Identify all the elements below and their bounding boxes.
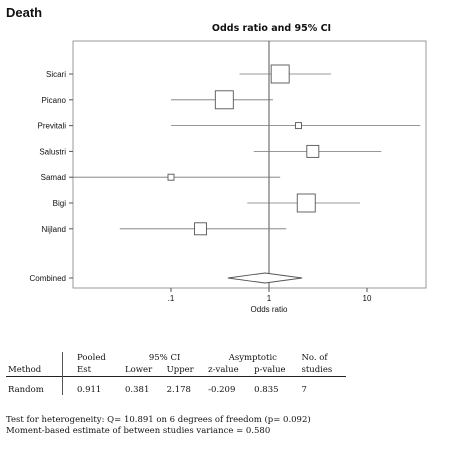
- plot-frame: [72, 40, 427, 289]
- pooled-header-bottom: Est: [62, 364, 124, 377]
- pooled-header-top: Pooled: [62, 352, 124, 364]
- page-title: Death: [6, 5, 43, 20]
- study-label: Picano: [42, 96, 67, 105]
- zvalue-header: z-value: [208, 365, 239, 375]
- study-label: Salustri: [39, 147, 66, 156]
- between-variance: Moment-based estimate of between studies…: [6, 426, 271, 436]
- x-tick-label: .1: [168, 294, 175, 303]
- nstudies-header-bottom: studies: [301, 365, 333, 375]
- combined-label: Combined: [30, 274, 66, 283]
- study-label: Samad: [41, 173, 66, 182]
- study-estimate-box: [296, 193, 316, 213]
- method-header: Method: [8, 365, 42, 375]
- x-tick-label: 1: [267, 294, 272, 303]
- n-value: 7: [301, 385, 307, 395]
- forest-plot: Odds ratio and 95% CI Sicari Picano Previta…: [30, 23, 427, 314]
- footer-notes: Test for heterogeneity: Q= 10.891 on 6 d…: [6, 415, 311, 437]
- lower-value: 0.381: [125, 385, 150, 395]
- upper-header: Upper: [166, 365, 194, 375]
- x-tick-label: 10: [363, 294, 372, 303]
- study-estimate-box: [295, 122, 302, 130]
- lower-header: Lower: [125, 365, 153, 375]
- study-label: Bigi: [53, 199, 67, 208]
- heterogeneity-test: Test for heterogeneity: Q= 10.891 on 6 d…: [6, 415, 311, 425]
- x-axis-label: Odds ratio: [251, 305, 288, 314]
- p-value: 0.835: [254, 385, 279, 395]
- study-estimate-box: [194, 222, 207, 236]
- upper-value: 2.178: [166, 385, 191, 395]
- study-estimate-box: [306, 144, 320, 158]
- study-label: Sicari: [46, 70, 66, 79]
- stats-table: Pooled 95% CI Asymptotic No. of Method E…: [6, 352, 346, 395]
- study-estimate-box: [270, 64, 290, 84]
- study-estimate-box: [167, 173, 175, 181]
- est-value: 0.911: [62, 377, 124, 395]
- pvalue-header: p-value: [254, 365, 286, 375]
- method-value: Random: [8, 385, 44, 395]
- combined-diamond: [227, 272, 303, 284]
- ci-header: 95% CI: [148, 353, 181, 363]
- asymptotic-header: Asymptotic: [228, 353, 277, 363]
- nstudies-header-top: No. of: [301, 353, 328, 363]
- z-value: -0.209: [208, 385, 236, 395]
- study-label: Nijland: [42, 225, 66, 234]
- chart-title: Odds ratio and 95% CI: [212, 23, 331, 34]
- study-label: Previtali: [38, 122, 67, 131]
- study-estimate-box: [214, 90, 234, 110]
